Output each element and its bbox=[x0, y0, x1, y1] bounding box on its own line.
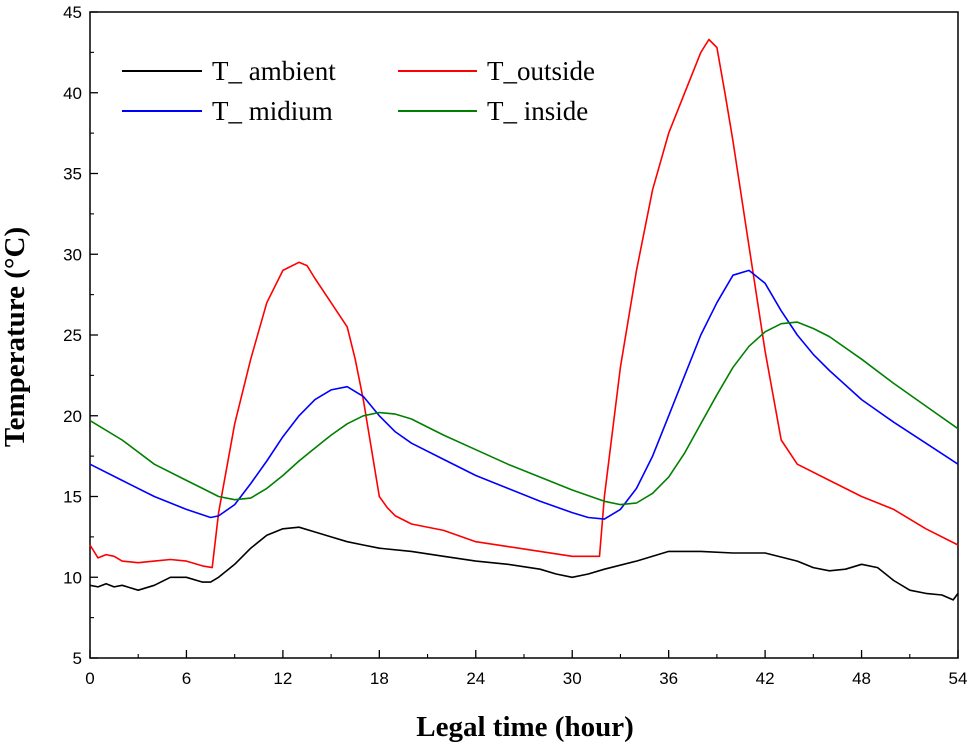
y-tick-label: 20 bbox=[63, 407, 82, 426]
x-tick-label: 54 bbox=[949, 669, 968, 688]
y-tick-label: 5 bbox=[73, 649, 82, 668]
x-tick-label: 48 bbox=[852, 669, 871, 688]
y-tick-label: 15 bbox=[63, 488, 82, 507]
x-tick-label: 24 bbox=[466, 669, 485, 688]
series-line-t-inside bbox=[89, 321, 959, 506]
y-tick-label: 35 bbox=[63, 165, 82, 184]
series-lines bbox=[89, 38, 959, 601]
x-axis-ticks: 0 6 12 18 24 30 36 42 48 54 bbox=[85, 650, 967, 688]
series-line-t-midium bbox=[89, 269, 959, 520]
series-line-t-ambient bbox=[89, 526, 959, 601]
y-tick-label: 10 bbox=[63, 568, 82, 587]
y-tick-label: 40 bbox=[63, 84, 82, 103]
x-axis-title: Legal time (hour) bbox=[416, 711, 633, 743]
y-axis-title: Temperature (°C) bbox=[0, 227, 31, 447]
x-tick-label: 6 bbox=[182, 669, 191, 688]
x-tick-label: 18 bbox=[370, 669, 389, 688]
legend-label-t-outside: T_outside bbox=[487, 56, 595, 86]
y-axis-ticks: 5 10 15 20 25 30 35 40 45 bbox=[63, 3, 98, 668]
x-tick-label: 12 bbox=[273, 669, 292, 688]
series-line-t-outside bbox=[89, 38, 959, 569]
x-tick-label: 42 bbox=[756, 669, 775, 688]
legend-label-t-ambient: T_ ambient bbox=[212, 56, 336, 86]
x-tick-label: 30 bbox=[563, 669, 582, 688]
y-tick-label: 30 bbox=[63, 245, 82, 264]
legend-label-t-midium: T_ midium bbox=[212, 96, 333, 126]
x-tick-label: 36 bbox=[659, 669, 678, 688]
legend-label-t-inside: T_ inside bbox=[487, 96, 588, 126]
x-tick-label: 0 bbox=[85, 669, 94, 688]
legend: T_ ambient T_outside T_ midium T_ inside bbox=[122, 56, 595, 126]
y-tick-label: 45 bbox=[63, 3, 82, 22]
y-tick-label: 25 bbox=[63, 326, 82, 345]
